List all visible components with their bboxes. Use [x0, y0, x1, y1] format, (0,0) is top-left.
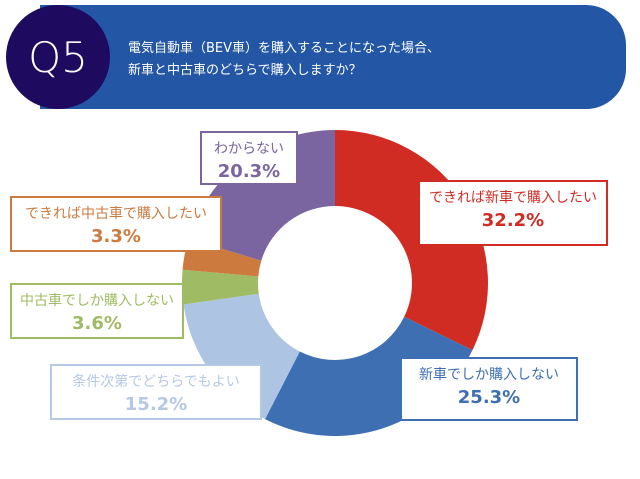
question-text: 電気自動車（BEV車）を購入することになった場合、 新車と中古車のどちらで購入し… [128, 38, 440, 82]
category-label: 新車でしか購入しない [419, 367, 559, 383]
question-number-badge: Q5 [6, 5, 110, 109]
category-label: できれば中古車で購入したい [25, 206, 207, 222]
category-label: 条件次第でどちらでもよい [72, 374, 240, 390]
value-label: 32.2% [481, 210, 545, 231]
slice-either [183, 293, 300, 420]
label-either: 条件次第でどちらでもよい 15.2% [50, 364, 262, 420]
slice-unknown [188, 130, 335, 261]
slice-used-only [182, 269, 259, 305]
label-used-only: 中古車でしか購入しない 3.6% [10, 283, 184, 339]
label-unknown: わからない 20.3% [200, 131, 298, 185]
value-label: 20.3% [217, 161, 281, 182]
question-line-1: 電気自動車（BEV車）を購入することになった場合、 [128, 41, 441, 56]
question-banner [40, 5, 626, 109]
category-label: わからない [214, 141, 284, 157]
value-label: 3.6% [72, 313, 122, 334]
category-label: 中古車でしか購入しない [20, 293, 174, 309]
label-new-only: 新車でしか購入しない 25.3% [400, 357, 578, 421]
label-new-preferably: できれば新車で購入したい 32.2% [418, 180, 608, 246]
value-label: 25.3% [457, 387, 521, 408]
value-label: 15.2% [124, 394, 188, 415]
label-used-preferably: できれば中古車で購入したい 3.3% [10, 196, 222, 252]
value-label: 3.3% [91, 226, 141, 247]
question-line-2: 新車と中古車のどちらで購入しますか？ [128, 63, 362, 78]
category-label: できれば新車で購入したい [429, 190, 597, 206]
